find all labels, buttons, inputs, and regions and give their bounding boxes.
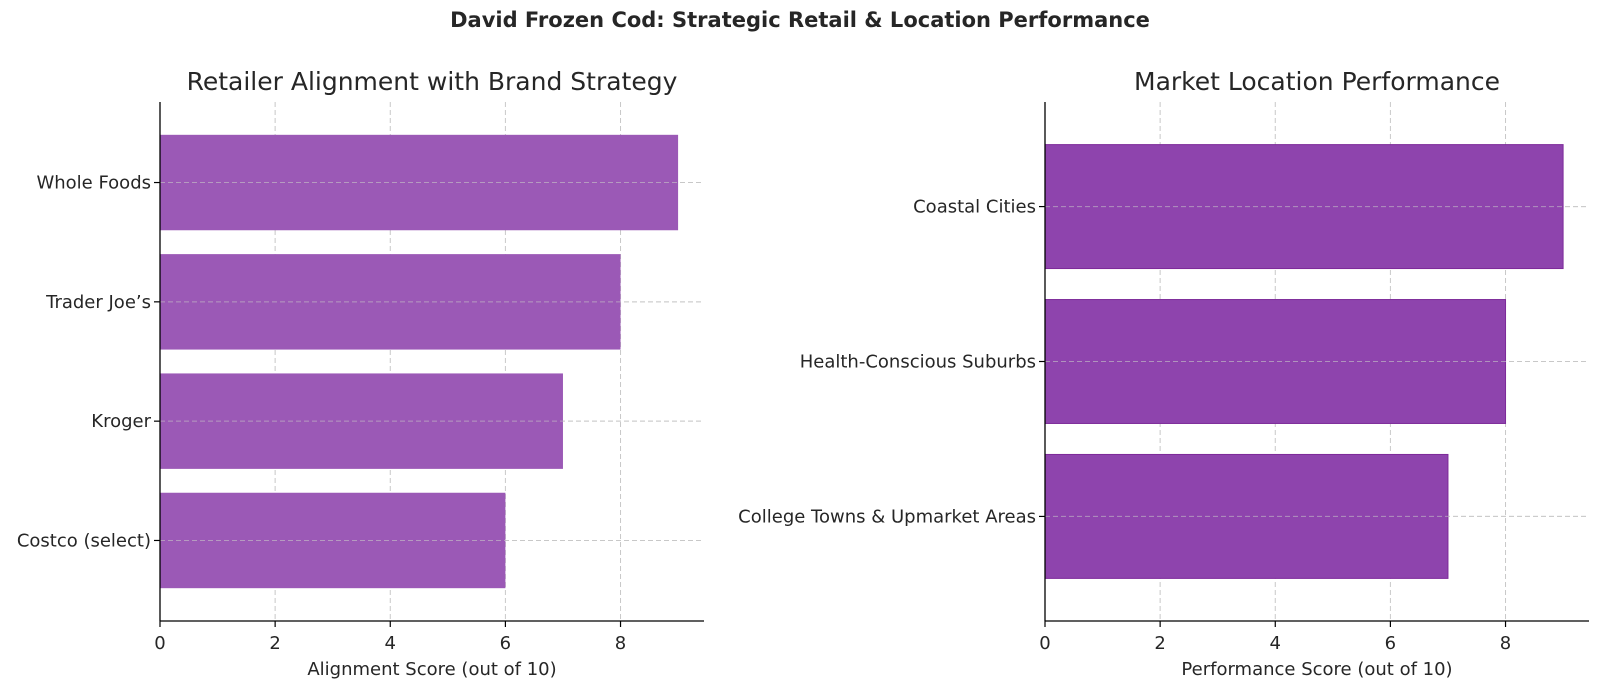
x-tick-label: 6 (1385, 633, 1396, 654)
bar-trader-joe-s (160, 254, 621, 350)
y-tick-label: Trader Joe’s (45, 292, 151, 313)
x-tick-label: 8 (615, 633, 626, 654)
x-tick-label: 0 (154, 633, 165, 654)
y-tick-label: Kroger (91, 411, 151, 432)
y-tick-label: Whole Foods (36, 173, 151, 194)
x-tick-label: 4 (385, 633, 396, 654)
retailer-alignment-chart: 0 2 4 6 8 Whole Foods Trader Joe’s Kroger Costco… (17, 67, 704, 680)
market-location-chart: 0 2 4 6 8 Coastal Cities Health-Conscious Subu… (738, 67, 1589, 680)
y-tick-label: Health-Conscious Suburbs (800, 352, 1036, 373)
x-tick-label: 2 (269, 633, 280, 654)
y-tick-label: College Towns & Upmarket Areas (738, 506, 1036, 527)
y-tick-label: Costco (select) (17, 530, 151, 551)
x-axis-label: Alignment Score (out of 10) (307, 659, 556, 680)
chart-title: Market Location Performance (1134, 67, 1500, 96)
x-axis-label: Performance Score (out of 10) (1181, 659, 1452, 680)
x-tick-label: 0 (1039, 633, 1050, 654)
bar-health-conscious-suburbs (1044, 299, 1507, 424)
chart-title: Retailer Alignment with Brand Strategy (187, 67, 678, 96)
x-tick-label: 4 (1270, 633, 1281, 654)
x-tick-label: 8 (1500, 633, 1511, 654)
x-tick-label: 6 (500, 633, 511, 654)
figure-title: David Frozen Cod: Strategic Retail & Loc… (450, 8, 1150, 32)
x-tick-label: 2 (1154, 633, 1165, 654)
y-tick-label: Coastal Cities (913, 197, 1036, 218)
